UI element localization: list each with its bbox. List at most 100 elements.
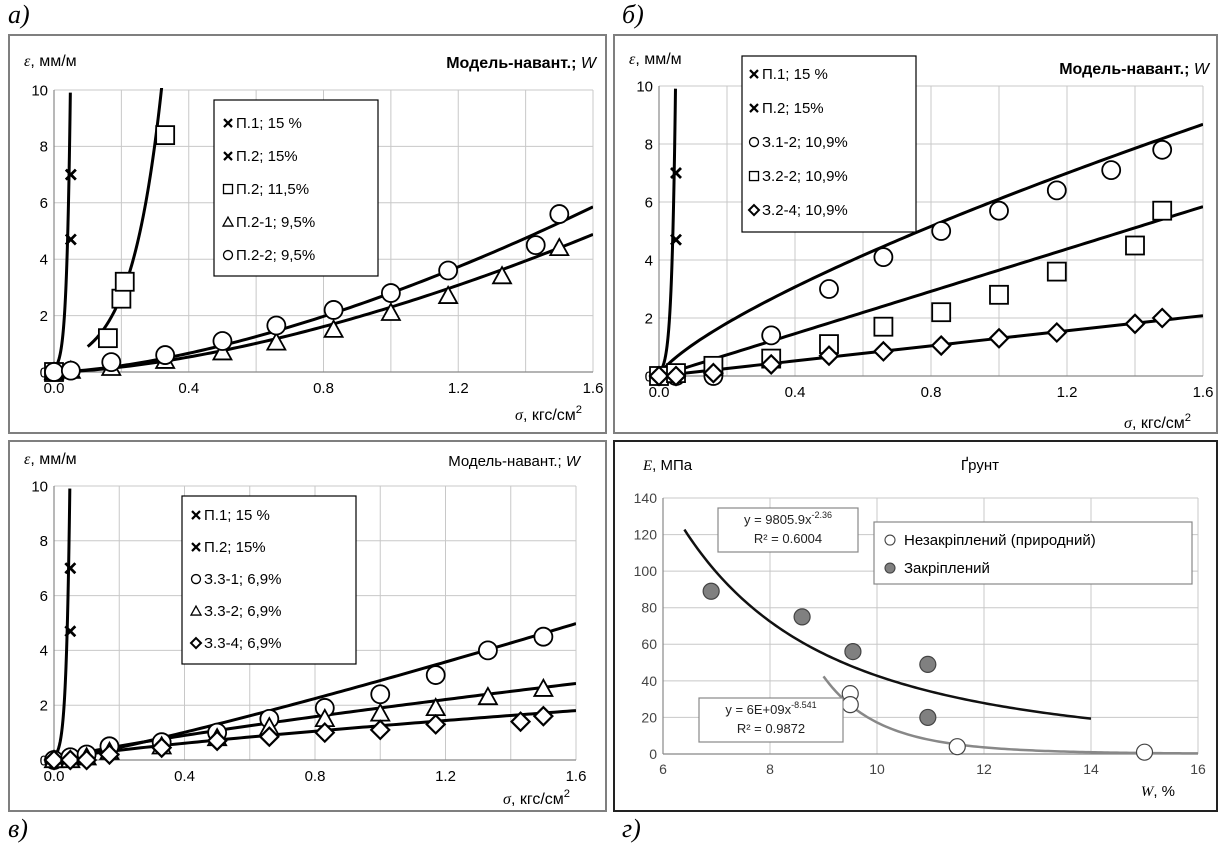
legend-item: Незакріплений (природний): [884, 532, 1096, 549]
y-tick-label: 6: [40, 195, 48, 212]
x-tick-label: 0.0: [44, 768, 65, 785]
x-tick-label: 1.2: [448, 380, 469, 397]
legend-item: П.1; 15 %: [191, 507, 270, 524]
data-point: [670, 167, 682, 179]
data-point: [314, 722, 336, 744]
x-tick-label: 0.8: [313, 380, 334, 397]
y-tick-label: 8: [40, 533, 48, 550]
data-point: [380, 301, 402, 321]
series-0-markers: [841, 685, 1154, 761]
legend-label: П.1; 15 %: [762, 66, 828, 83]
data-point: [114, 271, 135, 292]
y-tick-label: 4: [40, 643, 48, 660]
chart-panel-a: 0.0 0.4 0.8 1.2 1.6 0 2 4 6 8 10 ε, мм/м σ, кгс/см2 М…: [8, 34, 607, 434]
legend-label: П.1; 15 %: [204, 507, 270, 524]
chart-title: Модель-навант.; W: [448, 453, 582, 470]
legend: П.1; 15 % П.2; 15% П.2; 11,5% П.2-1; 9,5% П.…: [213, 99, 379, 277]
trendline-equation: y = 9805.9x-2.36: [744, 510, 832, 527]
legend-symbol: [222, 249, 234, 261]
data-point: [919, 708, 937, 727]
x-axis-label: W, %: [1141, 783, 1175, 800]
data-point: [931, 221, 952, 241]
y-tick-label: 4: [645, 252, 653, 269]
legend-box: [213, 99, 379, 277]
series-1-markers: [64, 562, 77, 638]
trendline-equation-box: [717, 507, 859, 553]
y-tick-label: 120: [634, 526, 658, 542]
data-point: [525, 235, 546, 256]
legend: П.1; 15 % П.2; 15% З.1-2; 10,9% З.2-2; 10,9…: [741, 55, 917, 233]
x-tick-label: 0.4: [174, 768, 195, 785]
data-point: [59, 749, 81, 771]
data-point: [98, 743, 121, 766]
data-point: [98, 328, 118, 349]
y-tick-label: 8: [40, 139, 48, 156]
y-axis-label: ε, мм/м: [24, 451, 77, 468]
data-point: [761, 325, 782, 346]
y-tick-label: 0: [645, 368, 653, 385]
data-point: [212, 331, 233, 351]
data-point: [155, 125, 176, 146]
chart-title: Ґрунт: [961, 457, 999, 474]
legend-item: П.2-1; 9,5%: [221, 214, 315, 231]
legend-symbol: [749, 69, 759, 79]
legend-box: [873, 521, 1193, 585]
legend-label: Незакріплений (природний): [904, 532, 1096, 549]
chart-b-svg: 0.0 0.4 0.8 1.2 1.6 0 2 4 6 8 10 ε, мм/м σ, кгс/см2 М…: [629, 51, 1213, 432]
chart-panel-b: 0.0 0.4 0.8 1.2 1.6 0 2 4 6 8 10 ε, мм/м σ, кгс/см2 М…: [613, 34, 1218, 434]
data-point: [155, 345, 176, 365]
x-tick-label: 16: [1190, 761, 1206, 777]
legend-label: З.3-4; 6,9%: [204, 635, 281, 652]
y-tick-label: 8: [645, 136, 653, 153]
legend-label: З.2-2; 10,9%: [762, 168, 848, 185]
data-point: [1125, 235, 1145, 256]
y-tick-label: 20: [641, 709, 657, 725]
data-point: [1101, 160, 1122, 181]
data-point: [64, 168, 77, 181]
y-tick-label: 2: [40, 697, 48, 714]
legend-label: П.2; 15%: [762, 100, 824, 117]
legend-label: П.2; 11,5%: [236, 181, 309, 198]
data-point: [1046, 321, 1068, 344]
legend-item: П.2; 15%: [749, 100, 824, 117]
data-point: [1151, 307, 1173, 329]
data-point: [151, 737, 173, 759]
chart-panel-c: 0.0 0.4 0.8 1.2 1.6 0 2 4 6 8 10 ε, мм/м σ, кгс/см2 М…: [8, 440, 607, 812]
data-point: [211, 341, 233, 361]
data-point: [665, 365, 687, 387]
y-tick-label: 0: [40, 752, 48, 769]
data-point: [648, 365, 670, 387]
x-tick-label: 1.6: [583, 380, 604, 397]
data-point: [323, 300, 344, 320]
legend-label: П.2; 15%: [236, 148, 298, 165]
legend-symbol: [884, 562, 896, 574]
chart-d-svg: 6 8 10 12 14 16 0 20 40 60 80 100 120 140 E, МПа W, % Ґр…: [634, 457, 1206, 800]
chart-panel-d: 6 8 10 12 14 16 0 20 40 60 80 100 120 140 E, МПа W, % Ґр…: [613, 440, 1218, 812]
data-point: [425, 713, 447, 735]
data-point: [948, 738, 966, 756]
fit-curve-series-4: [54, 205, 593, 374]
legend-symbol: [223, 151, 233, 161]
legend-item: З.3-1; 6,9%: [190, 571, 281, 588]
legend-item: З.3-2; 6,9%: [189, 603, 281, 620]
legend-label: З.1-2; 10,9%: [762, 134, 848, 151]
y-tick-label: 100: [634, 563, 658, 579]
x-tick-label: 1.2: [1057, 384, 1078, 401]
data-point: [819, 279, 839, 299]
x-axis-label: σ, кгс/см2: [515, 404, 582, 424]
data-point: [989, 200, 1009, 221]
y-axis-label: ε, мм/м: [629, 51, 682, 68]
data-point: [793, 608, 811, 626]
legend-item: З.2-4; 10,9%: [747, 202, 848, 219]
legend-symbol: [222, 183, 234, 195]
data-point: [818, 345, 840, 367]
data-point: [532, 705, 554, 727]
legend-symbol: [747, 203, 761, 217]
legend-label: З.3-2; 6,9%: [204, 603, 281, 620]
legend-symbol: [191, 510, 201, 520]
y-tick-label: 10: [31, 82, 48, 99]
data-point: [1124, 313, 1146, 335]
data-point: [101, 352, 122, 373]
data-point: [760, 353, 782, 375]
legend: П.1; 15 % П.2; 15% З.3-1; 6,9% З.3-2; 6,9% З…: [181, 495, 357, 665]
